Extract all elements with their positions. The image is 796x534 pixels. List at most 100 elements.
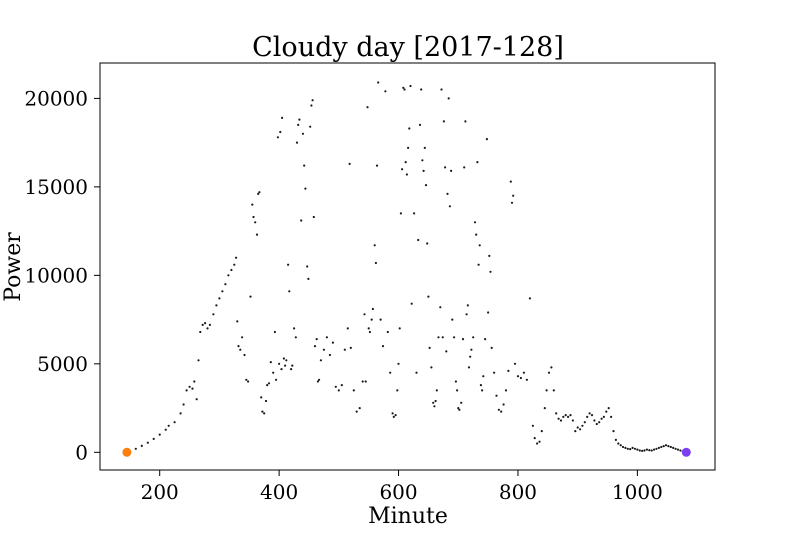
data-point (629, 448, 632, 451)
data-point (648, 449, 651, 452)
data-point (547, 371, 551, 374)
y-tick-label: 20000 (24, 86, 88, 110)
data-point (669, 445, 672, 449)
data-point (233, 263, 236, 266)
data-point (485, 138, 488, 141)
data-point (291, 364, 294, 367)
data-point (478, 244, 481, 247)
data-point (224, 283, 227, 286)
data-point (367, 327, 370, 330)
data-point (284, 364, 287, 367)
data-point (621, 445, 625, 449)
data-point (447, 97, 450, 100)
data-point (435, 389, 438, 392)
data-point (404, 161, 407, 164)
data-point (392, 415, 395, 418)
data-point (538, 440, 541, 443)
data-point (426, 242, 429, 245)
data-point (484, 338, 487, 341)
data-point (614, 438, 618, 441)
data-point (266, 384, 269, 387)
data-point (624, 446, 627, 449)
data-point (476, 161, 479, 164)
data-point (536, 442, 539, 445)
data-point (410, 302, 413, 305)
data-point (282, 357, 285, 360)
data-point (331, 341, 334, 344)
data-point (567, 415, 570, 418)
data-point (293, 327, 296, 330)
y-axis-label: Power (1, 232, 26, 302)
data-point (664, 444, 668, 447)
data-point (334, 385, 337, 388)
data-point (237, 345, 240, 348)
data-point (633, 447, 637, 450)
data-point (402, 86, 405, 89)
data-point (193, 380, 196, 383)
x-tick-label: 200 (141, 480, 179, 504)
data-point (264, 399, 268, 403)
data-point (310, 104, 313, 107)
data-point (325, 336, 328, 339)
data-point (204, 322, 207, 325)
data-point (653, 448, 656, 451)
data-point (465, 313, 468, 316)
data-point (318, 378, 321, 381)
data-point (287, 263, 290, 266)
data-point (657, 446, 661, 449)
data-point (533, 437, 536, 440)
data-point (487, 311, 490, 314)
data-point (230, 268, 233, 272)
data-point (600, 417, 603, 420)
data-point (550, 366, 553, 369)
data-point (294, 336, 297, 339)
data-point (626, 447, 629, 450)
data-point (405, 173, 408, 176)
data-point (595, 422, 598, 426)
data-point (301, 132, 305, 135)
data-point (440, 88, 443, 91)
data-point (245, 378, 248, 381)
data-point (407, 146, 410, 149)
data-point (311, 99, 314, 102)
data-point (453, 336, 456, 339)
data-point (430, 366, 433, 369)
data-point (437, 336, 440, 339)
data-point (439, 306, 442, 309)
data-point (472, 336, 475, 339)
data-point (555, 412, 558, 415)
data-point (631, 446, 634, 449)
data-point (297, 123, 300, 126)
data-point (255, 233, 259, 236)
data-point (482, 375, 485, 378)
data-point (197, 359, 200, 362)
data-point (569, 414, 572, 417)
data-point (598, 421, 601, 424)
data-point (464, 120, 467, 123)
data-point (650, 449, 653, 452)
data-point (257, 192, 260, 195)
data-point (516, 375, 520, 378)
data-point (379, 318, 382, 321)
data-point (574, 430, 577, 433)
data-point (199, 330, 202, 334)
data-point (304, 187, 307, 190)
data-point (364, 380, 367, 383)
data-point (280, 368, 283, 371)
data-point (562, 415, 565, 418)
data-point (470, 348, 473, 351)
data-point (191, 387, 194, 390)
data-point (173, 421, 176, 424)
y-tick-label: 5000 (37, 352, 88, 376)
data-point (397, 362, 400, 365)
data-point (239, 348, 242, 351)
data-point (475, 233, 478, 236)
data-point (281, 116, 284, 119)
data-point (201, 323, 204, 326)
data-point (164, 428, 167, 431)
data-point (381, 345, 385, 348)
data-point (328, 353, 331, 357)
data-point (403, 88, 406, 91)
data-point (212, 313, 215, 316)
